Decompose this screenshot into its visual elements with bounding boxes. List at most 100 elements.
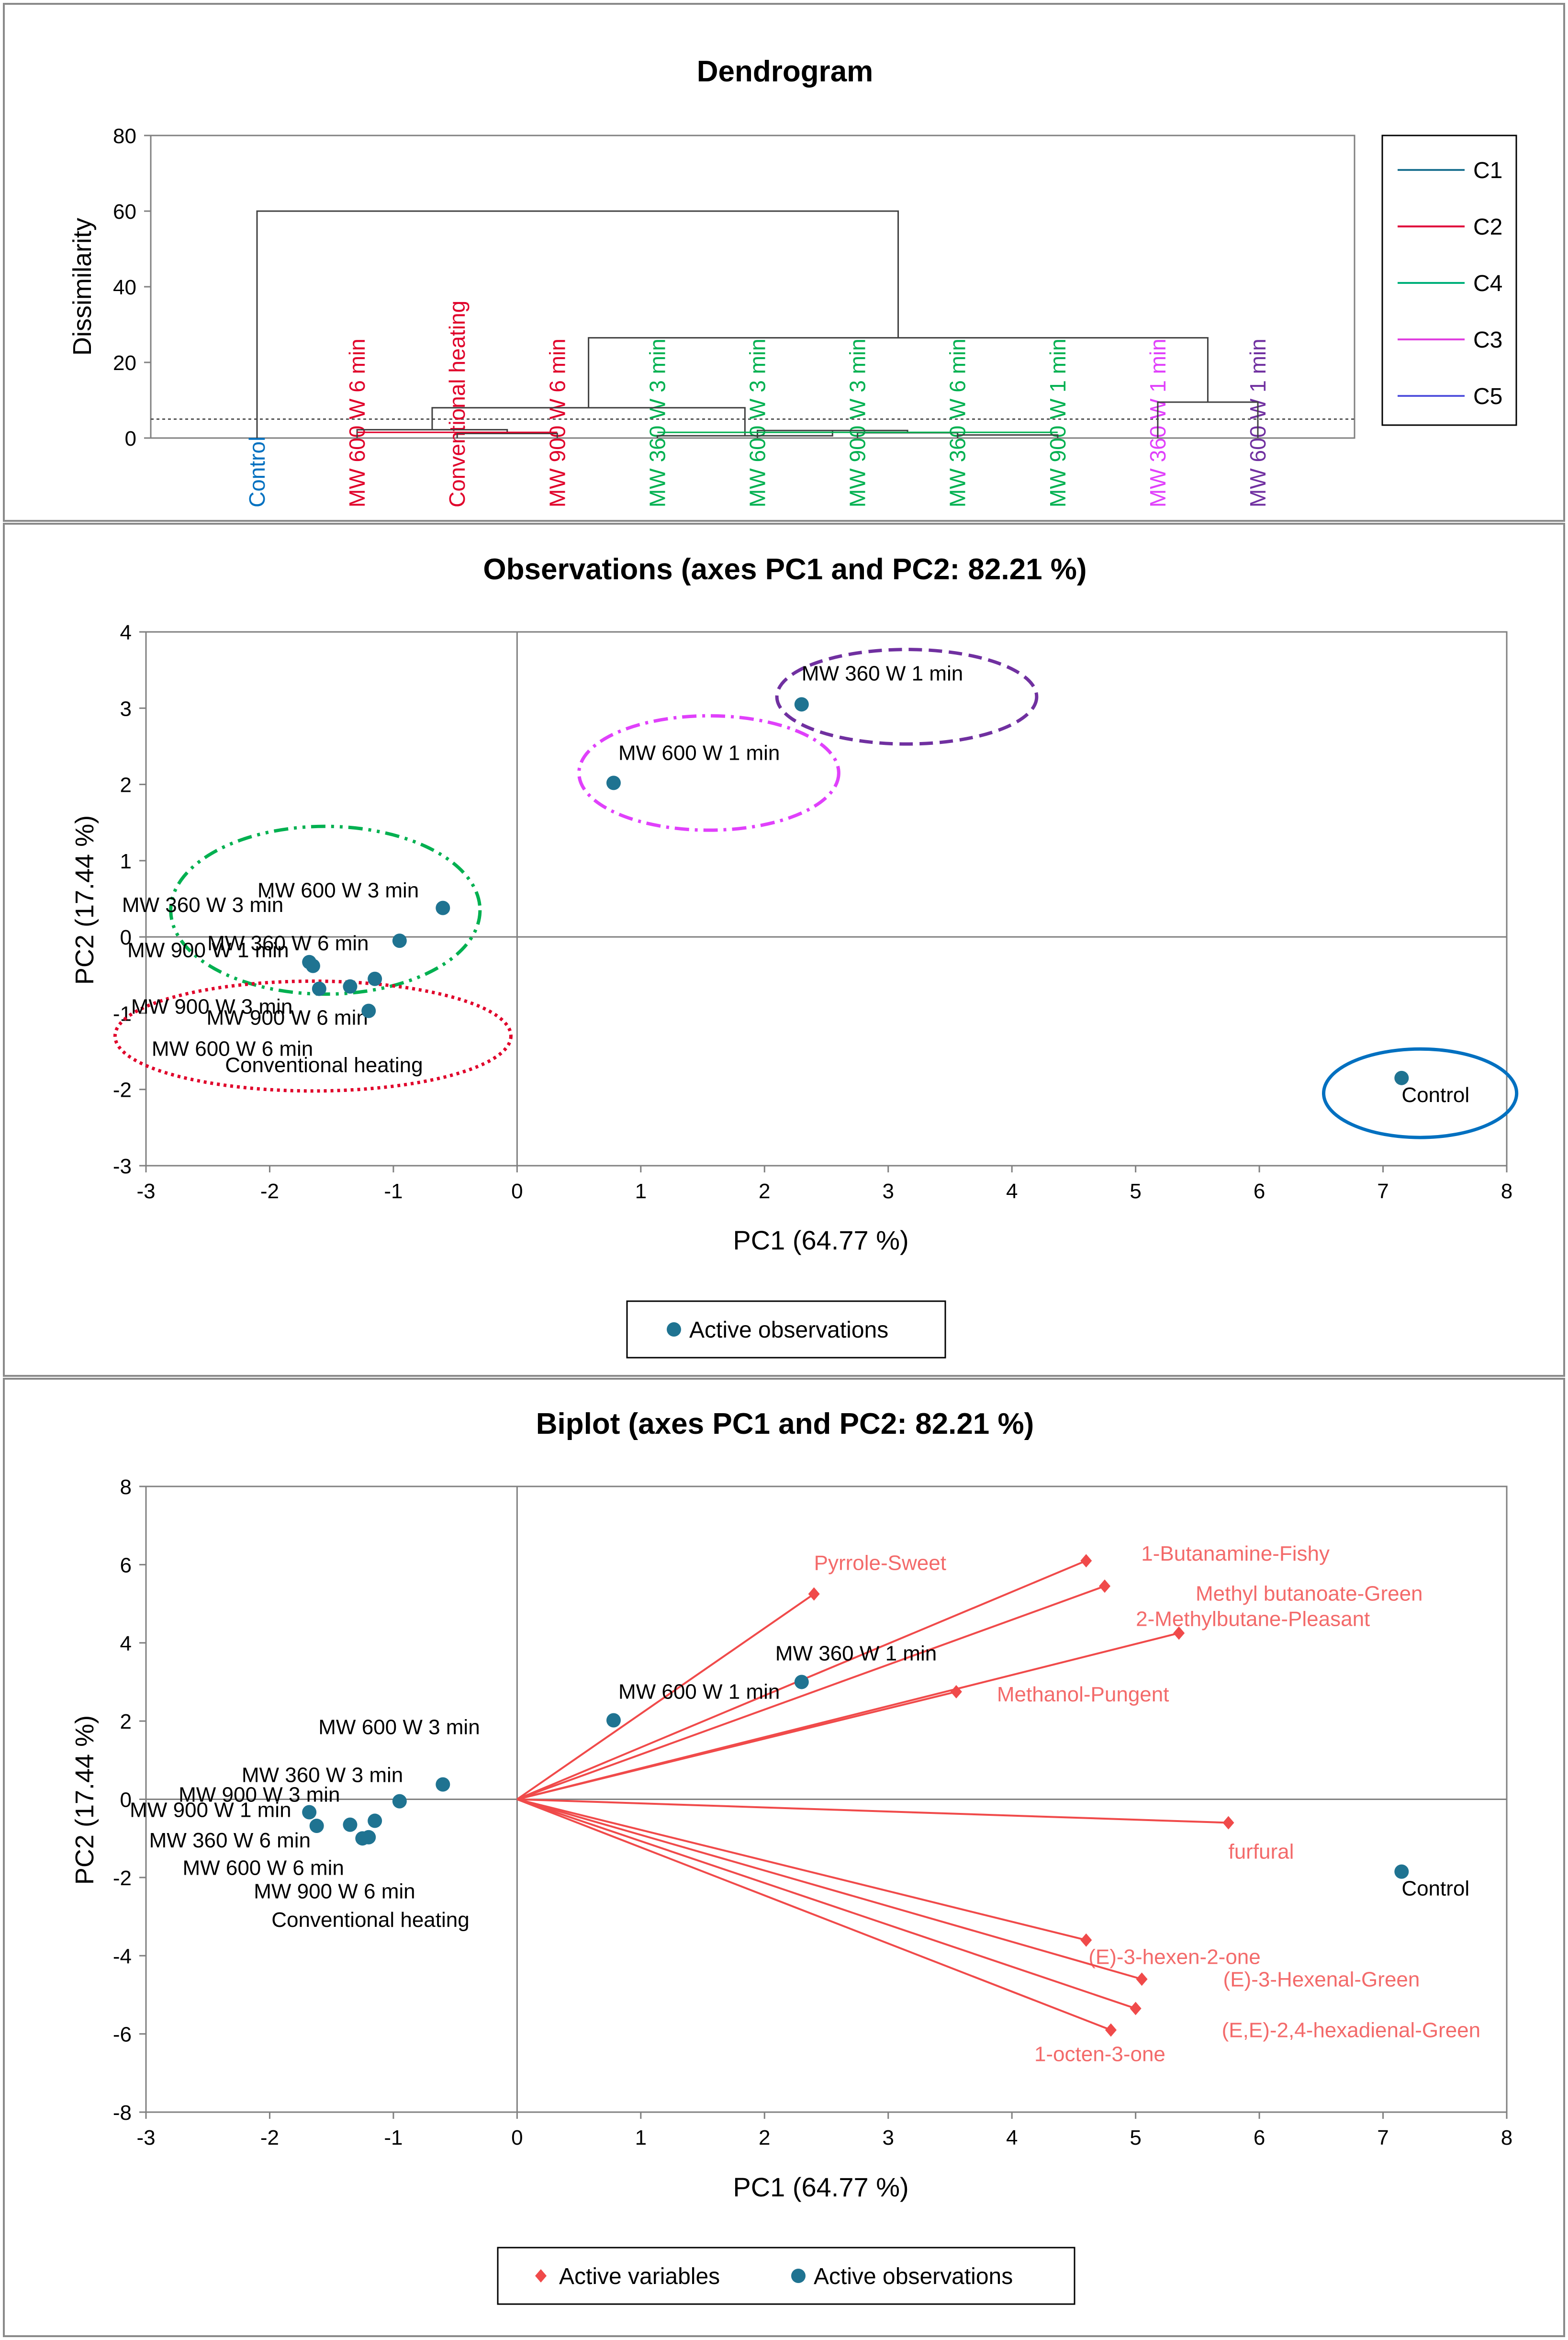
x-tick-label: 5: [1130, 2126, 1141, 2149]
variable-label: (E)-3-hexen-2-one: [1088, 1946, 1261, 1969]
y-tick-label: 0: [120, 1789, 132, 1812]
variable-marker: [1130, 2002, 1142, 2015]
observation-label: MW 600 W 6 min: [182, 1856, 344, 1880]
variable-label: 1-octen-3-one: [1034, 2042, 1165, 2066]
observation-label: MW 360 W 6 min: [207, 932, 369, 955]
observations-title: Observations (axes PC1 and PC2: 82.21 %): [483, 553, 1086, 586]
y-axis-label: Dissimilarity: [68, 218, 97, 356]
leaf-label: MW 600 W 6 min: [345, 338, 370, 507]
observation-label: MW 360 W 3 min: [122, 893, 283, 917]
dendrogram-legend: [1381, 135, 1517, 426]
observation-point: [368, 971, 382, 986]
x-axis-label: PC1 (64.77 %): [733, 1225, 908, 1255]
observation-point: [794, 697, 809, 712]
observation-point: [392, 934, 407, 948]
variable-vector: [516, 1593, 815, 1800]
dendrogram-title: Dendrogram: [697, 55, 874, 88]
y-tick-label: -4: [113, 1945, 132, 1968]
variable-marker: [950, 1685, 962, 1699]
cluster-ellipse: [775, 648, 1039, 746]
variable-marker: [1105, 2023, 1117, 2037]
observation-label: MW 900 W 1 min: [130, 1798, 291, 1822]
dendrogram-link: [588, 337, 1209, 408]
y-tick-label: 20: [113, 351, 136, 375]
observation-label: MW 900 W 1 min: [127, 939, 289, 962]
observation-point: [392, 1794, 407, 1809]
variable-vector: [516, 1798, 1142, 1980]
legend-label: Active observations: [689, 1317, 888, 1343]
variable-marker: [1099, 1579, 1111, 1593]
leaf-label: Conventional heating: [445, 301, 470, 507]
y-tick-label: 4: [120, 1632, 132, 1655]
biplot-title: Biplot (axes PC1 and PC2: 82.21 %): [536, 1407, 1034, 1440]
x-tick-label: 3: [882, 2126, 894, 2149]
observation-label: MW 600 W 3 min: [258, 879, 419, 902]
observation-label: Conventional heating: [225, 1054, 423, 1077]
leaf-label: MW 900 W 1 min: [1045, 338, 1070, 507]
observation-point: [606, 776, 621, 790]
variable-label: 2-Methylbutane-Pleasant: [1136, 1607, 1370, 1631]
observation-label: MW 360 W 3 min: [242, 1764, 403, 1787]
variable-vector: [516, 1690, 957, 1800]
y-tick-label: 1: [120, 850, 132, 873]
panel-biplot-frame: [3, 1378, 1565, 2337]
variable-marker: [1173, 1626, 1185, 1640]
biplot-legend: [497, 2247, 1075, 2305]
x-tick-label: -1: [384, 1180, 403, 1203]
dendrogram-link: [1157, 401, 1259, 438]
legend-marker-variables: [535, 2269, 547, 2283]
observation-point: [606, 1713, 621, 1728]
variable-vector: [516, 1798, 1086, 1941]
observation-point: [368, 1813, 382, 1828]
observation-label: MW 360 W 6 min: [149, 1829, 311, 1852]
leaf-label: MW 900 W 6 min: [545, 338, 570, 507]
variable-label: furfural: [1228, 1840, 1294, 1864]
variable-marker: [1222, 1816, 1234, 1830]
legend-label: C3: [1473, 327, 1502, 353]
y-tick-label: 3: [120, 697, 132, 720]
y-tick-label: 80: [113, 124, 136, 148]
dendrogram-link: [857, 432, 959, 438]
observation-point: [302, 1805, 317, 1820]
observation-label: Control: [1401, 1877, 1469, 1901]
variable-marker: [1136, 1972, 1148, 1986]
legend-label: C1: [1473, 158, 1502, 183]
observation-label: MW 900 W 6 min: [254, 1880, 415, 1903]
x-tick-label: 1: [635, 1180, 647, 1203]
observation-label: MW 360 W 1 min: [775, 1642, 937, 1665]
x-tick-label: 2: [759, 2126, 770, 2149]
variable-label: (E,E)-2,4-hexadienal-Green: [1222, 2019, 1480, 2042]
observation-point: [436, 1777, 450, 1792]
x-tick-label: 0: [511, 1180, 523, 1203]
observation-label: MW 360 W 1 min: [802, 662, 963, 685]
observation-point: [355, 1831, 370, 1846]
observation-label: Conventional heating: [271, 1908, 469, 1932]
leaf-label: Control: [245, 437, 269, 507]
x-tick-label: 4: [1006, 1180, 1018, 1203]
cluster-ellipse: [1322, 1047, 1519, 1139]
x-tick-label: 6: [1254, 2126, 1265, 2149]
observation-label: MW 900 W 6 min: [206, 1006, 368, 1030]
leaf-label: MW 900 W 3 min: [845, 338, 870, 507]
observation-point: [1394, 1864, 1409, 1879]
variable-vector: [517, 1798, 1229, 1824]
leaf-label: MW 360 W 6 min: [945, 338, 970, 507]
variable-marker: [1080, 1554, 1092, 1568]
cluster-ellipse: [113, 979, 513, 1093]
panel-observations-frame: [3, 523, 1565, 1377]
y-tick-label: -2: [113, 1079, 132, 1102]
observation-point: [436, 900, 450, 915]
observation-point: [1394, 1070, 1409, 1085]
y-tick-label: -1: [113, 1002, 132, 1025]
legend-label: Active observations: [814, 2264, 1013, 2289]
dendrogram-link: [431, 407, 746, 436]
x-axis-label: PC1 (64.77 %): [733, 2172, 908, 2202]
x-tick-label: -2: [260, 2126, 279, 2149]
y-tick-label: 2: [120, 774, 132, 797]
x-tick-label: -3: [136, 1180, 155, 1203]
legend-label: Active variables: [559, 2264, 720, 2289]
observation-label: MW 600 W 6 min: [152, 1037, 313, 1060]
y-tick-label: 60: [113, 200, 136, 224]
biplot-chart: Biplot (axes PC1 and PC2: 82.21 %) -3 -2 -1…: [70, 1407, 1512, 2305]
variable-label: Methanol-Pungent: [997, 1683, 1169, 1706]
